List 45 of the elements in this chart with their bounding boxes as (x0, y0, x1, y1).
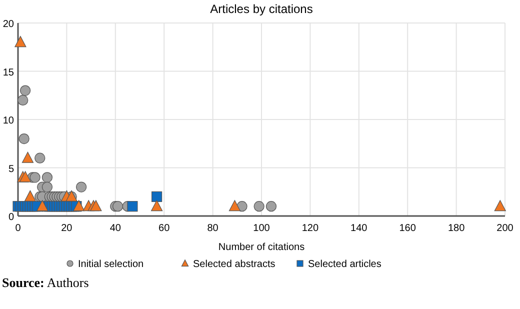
x-tick-label: 100 (253, 223, 270, 234)
point (30, 172, 40, 183)
y-tick-label: 20 (2, 19, 14, 30)
x-tick-label: 80 (207, 223, 219, 234)
x-tick-label: 120 (302, 223, 319, 234)
point (14, 36, 26, 48)
point (112, 201, 124, 212)
point (24, 190, 36, 202)
point (34, 152, 46, 164)
point (254, 201, 264, 212)
chart-title: Articles by citations (210, 2, 313, 16)
x-tick-label: 60 (158, 223, 170, 234)
point (42, 182, 53, 192)
x-tick-label: 180 (448, 223, 466, 234)
point (90, 200, 102, 212)
point (20, 171, 32, 182)
source-note: Source: Authors (2, 275, 89, 290)
legend-label: Selected abstracts (193, 259, 276, 270)
x-tick-label: 0 (15, 223, 22, 234)
y-tick-label: 5 (8, 164, 14, 175)
point (20, 85, 31, 96)
x-tick-label: 200 (496, 223, 514, 234)
point (151, 191, 162, 202)
y-tick-label: 0 (8, 212, 14, 223)
x-tick-label: 40 (110, 223, 122, 234)
point (18, 134, 30, 144)
x-tick-label: 140 (350, 223, 368, 234)
x-tick-label: 160 (399, 223, 416, 234)
point (73, 200, 85, 212)
legend-label: Initial selection (78, 259, 144, 270)
legend-label: Selected articles (308, 259, 382, 270)
x-axis-title: Number of citations (218, 242, 305, 253)
point (150, 200, 163, 212)
point (42, 172, 53, 183)
point (127, 201, 138, 212)
point (18, 94, 28, 106)
y-tick-label: 10 (2, 116, 14, 126)
point (36, 200, 48, 212)
point (494, 200, 506, 212)
point (76, 182, 87, 192)
y-tick-label: 15 (2, 67, 14, 78)
x-tick-label: 20 (61, 223, 73, 234)
point (22, 152, 34, 163)
point (228, 200, 241, 212)
point (266, 201, 277, 212)
